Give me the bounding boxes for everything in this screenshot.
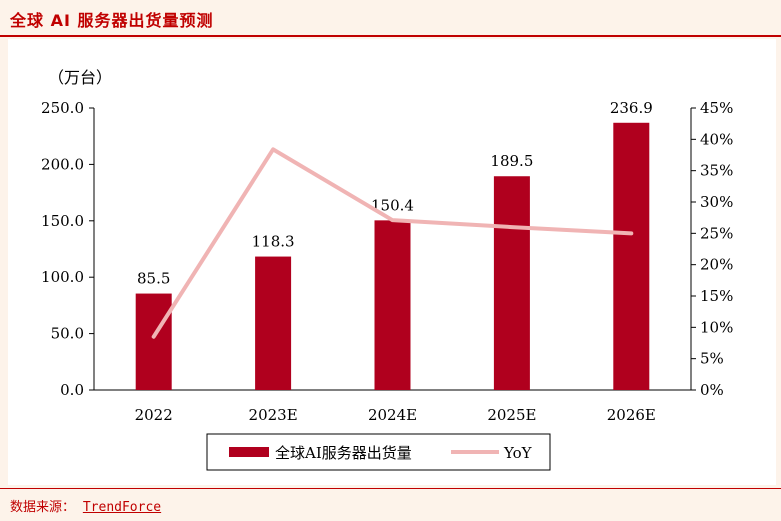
yoy-line xyxy=(151,147,634,339)
chart-area: 0.0 50.0 100.0 150.0 200.0 250.0 0% 5% 10% 15% 20%… xyxy=(8,39,776,485)
y-right-tick-label: 45% xyxy=(700,99,733,117)
x-tick-label: 2026E xyxy=(607,406,656,424)
y-right-tick-label: 35% xyxy=(700,162,733,180)
chart-svg: 0.0 50.0 100.0 150.0 200.0 250.0 0% 5% 10% 15% 20%… xyxy=(41,68,733,471)
legend-label-line: YoY xyxy=(503,444,533,462)
y-left-unit-label: （万台） xyxy=(48,68,112,87)
x-tick-label: 2025E xyxy=(487,406,536,424)
bar-value-label: 118.3 xyxy=(252,233,295,251)
bar-value-label: 236.9 xyxy=(610,99,653,117)
bar-value-label: 85.5 xyxy=(137,270,170,288)
bar-value-label: 189.5 xyxy=(490,152,533,170)
y-right-tick-label: 25% xyxy=(700,224,733,242)
bar xyxy=(374,220,411,390)
y-left-tick-label: 100.0 xyxy=(41,268,84,286)
y-right-tick-label: 10% xyxy=(700,318,733,336)
bar xyxy=(135,293,172,390)
y-right-tick-label: 40% xyxy=(700,130,733,148)
y-left-tick-label: 200.0 xyxy=(41,155,84,173)
bar xyxy=(255,256,292,390)
x-tick-label: 2024E xyxy=(368,406,417,424)
legend-label-bar: 全球AI服务器出货量 xyxy=(275,444,412,462)
y-right-tick-label: 15% xyxy=(700,287,733,305)
source-footer: 数据来源： TrendForce xyxy=(0,488,781,521)
source-label: 数据来源： xyxy=(10,500,76,515)
source-name: TrendForce xyxy=(82,500,162,515)
y-right-tick-label: 20% xyxy=(700,256,733,274)
footer-text: 数据来源： TrendForce xyxy=(10,496,161,515)
bar xyxy=(493,176,530,390)
figure-title: 全球 AI 服务器出货量预测 xyxy=(10,11,214,30)
y-left-tick-label: 150.0 xyxy=(41,212,84,230)
y-right-tick-label: 30% xyxy=(700,193,733,211)
bar-value-label: 150.4 xyxy=(371,196,414,214)
bar xyxy=(613,122,650,391)
title-bar: 全球 AI 服务器出货量预测 xyxy=(0,0,781,37)
x-tick-label: 2022 xyxy=(135,406,173,424)
y-left-tick-label: 250.0 xyxy=(41,99,84,117)
y-right-tick-label: 5% xyxy=(700,350,724,368)
y-left-tick-label: 0.0 xyxy=(60,381,84,399)
legend-swatch-bar xyxy=(229,447,269,457)
x-tick-label: 2023E xyxy=(249,406,298,424)
y-left-tick-label: 50.0 xyxy=(51,325,84,343)
y-right-tick-label: 0% xyxy=(700,381,724,399)
